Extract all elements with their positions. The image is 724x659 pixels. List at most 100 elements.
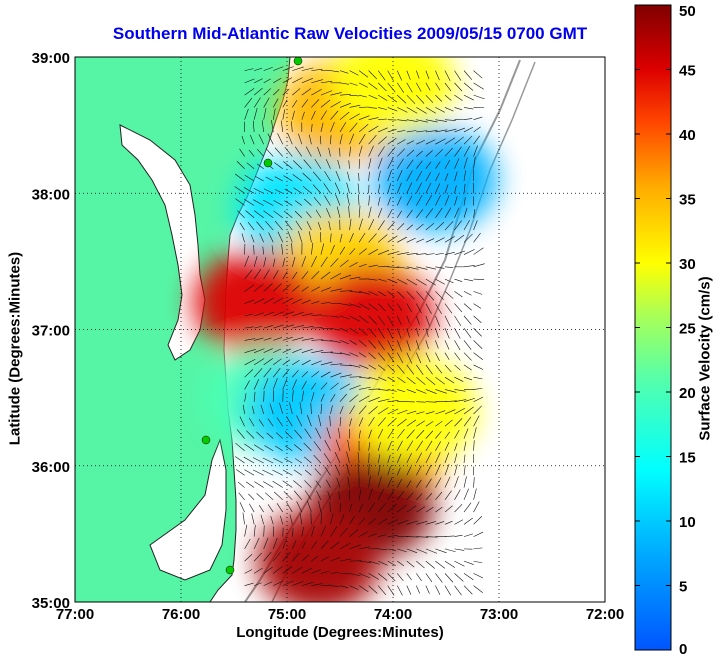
- velocity-arrow: [416, 94, 425, 104]
- velocity-arrow: [463, 265, 475, 268]
- velocity-arrow: [274, 220, 283, 231]
- velocity-arrow: [324, 440, 331, 451]
- velocity-arrow: [358, 503, 364, 513]
- velocity-arrow: [303, 456, 312, 464]
- velocity-arrow: [454, 560, 465, 567]
- velocity-arrow: [377, 303, 386, 312]
- velocity-arrow: [406, 340, 411, 352]
- velocity-arrow: [435, 364, 443, 374]
- velocity-arrow: [273, 324, 284, 329]
- x-tick-label: 75:00: [268, 606, 306, 623]
- velocity-arrow: [387, 340, 394, 352]
- velocity-arrow: [349, 122, 358, 133]
- velocity-arrow: [435, 420, 443, 427]
- velocity-arrow: [444, 340, 450, 350]
- velocity-arrow: [473, 352, 484, 360]
- velocity-arrow: [244, 469, 255, 476]
- velocity-arrow: [435, 207, 443, 218]
- velocity-arrow: [320, 556, 330, 562]
- velocity-arrow: [359, 291, 370, 295]
- colorbar-tick-label: 25: [679, 321, 696, 338]
- velocity-arrow: [406, 376, 416, 385]
- velocity-arrow: [295, 220, 303, 231]
- velocity-arrow: [320, 302, 331, 304]
- velocity-arrow: [244, 443, 255, 452]
- velocity-arrow: [473, 427, 477, 439]
- velocity-arrow: [368, 340, 377, 349]
- velocity-arrow: [311, 583, 323, 586]
- velocity-arrow: [406, 573, 412, 581]
- velocity-arrow: [406, 224, 414, 231]
- velocity-arrow: [454, 573, 464, 582]
- velocity-arrow: [463, 428, 469, 439]
- velocity-arrow: [416, 585, 421, 594]
- velocity-arrow: [358, 133, 366, 145]
- velocity-arrow: [378, 291, 386, 297]
- velocity-arrow: [244, 255, 250, 267]
- velocity-arrow: [306, 211, 312, 218]
- velocity-arrow: [397, 418, 407, 427]
- velocity-patch: [331, 57, 455, 137]
- velocity-arrow: [397, 94, 407, 104]
- velocity-arrow: [406, 140, 415, 145]
- velocity-arrow: [339, 102, 352, 108]
- velocity-arrow: [454, 443, 458, 451]
- velocity-arrow: [425, 585, 430, 594]
- velocity-arrow: [244, 554, 253, 562]
- velocity-arrow: [368, 488, 373, 500]
- velocity-arrow: [435, 315, 441, 327]
- velocity-arrow: [473, 263, 485, 268]
- velocity-arrow: [454, 136, 465, 145]
- velocity-arrow: [320, 271, 331, 280]
- velocity-arrow: [274, 162, 283, 169]
- velocity-arrow: [463, 118, 473, 120]
- velocity-arrow: [296, 415, 303, 427]
- velocity-arrow: [282, 88, 290, 96]
- velocity-arrow: [473, 415, 480, 427]
- velocity-arrow: [368, 171, 370, 182]
- velocity-arrow: [473, 94, 485, 100]
- velocity-arrow: [378, 398, 390, 403]
- velocity-arrow: [387, 251, 400, 255]
- velocity-arrow: [416, 440, 424, 451]
- velocity-arrow: [294, 210, 303, 218]
- velocity-arrow: [311, 88, 322, 96]
- velocity-arrow: [303, 159, 312, 169]
- velocity-arrow: [387, 221, 395, 231]
- velocity-arrow: [330, 70, 340, 73]
- velocity-arrow: [454, 476, 459, 488]
- velocity-arrow: [416, 266, 428, 270]
- velocity-arrow: [454, 207, 460, 218]
- velocity-arrow: [435, 506, 443, 513]
- velocity-arrow: [377, 146, 385, 157]
- velocity-arrow: [284, 146, 293, 157]
- velocity-arrow: [349, 218, 352, 231]
- velocity-arrow: [368, 327, 377, 338]
- velocity-arrow: [454, 534, 463, 537]
- velocity-arrow: [348, 160, 350, 169]
- velocity-arrow: [397, 107, 408, 113]
- velocity-arrow: [349, 315, 360, 322]
- velocity-patch: [352, 359, 477, 464]
- colorbar-label: Surface Velocity (cm/s): [696, 276, 714, 441]
- velocity-arrow: [368, 107, 377, 109]
- velocity-arrow: [444, 431, 450, 439]
- velocity-arrow: [289, 514, 293, 525]
- velocity-arrow: [349, 504, 352, 513]
- velocity-arrow: [336, 477, 341, 488]
- velocity-arrow: [425, 161, 432, 169]
- velocity-arrow: [329, 415, 331, 427]
- velocity-arrow: [311, 540, 318, 550]
- velocity-arrow: [397, 266, 410, 269]
- velocity-arrow: [368, 406, 378, 415]
- velocity-arrow: [358, 303, 370, 310]
- velocity-arrow: [444, 278, 454, 284]
- velocity-arrow: [282, 348, 291, 353]
- velocity-arrow: [260, 514, 264, 525]
- velocity-vectors: [234, 66, 485, 596]
- velocity-arrow: [368, 352, 376, 360]
- velocity-arrow: [435, 560, 446, 569]
- velocity-arrow: [368, 376, 379, 381]
- velocity-arrow: [387, 376, 396, 382]
- velocity-arrow: [416, 195, 423, 206]
